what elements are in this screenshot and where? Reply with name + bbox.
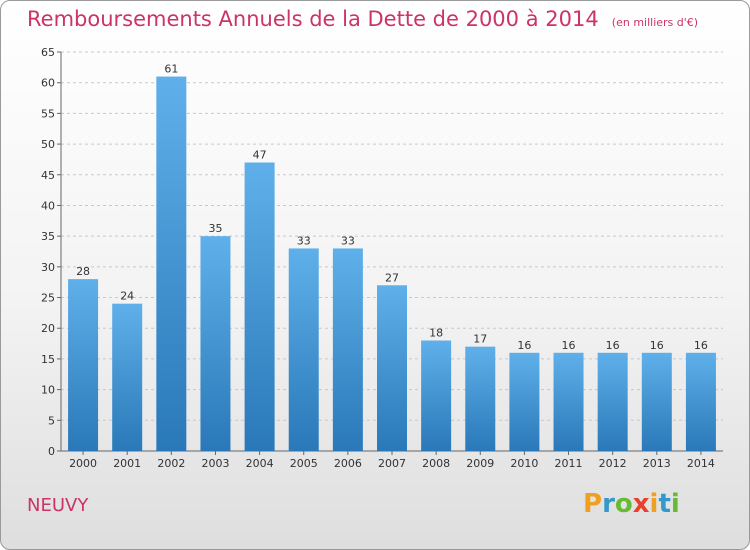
logo-letter: i	[670, 489, 680, 519]
y-tick-label: 65	[41, 46, 55, 59]
bar	[332, 248, 363, 451]
x-tick-label: 2005	[290, 457, 318, 470]
bar	[509, 352, 540, 451]
proxiti-logo: Proxiti	[583, 489, 680, 519]
bar	[156, 76, 187, 452]
y-tick-label: 10	[41, 384, 55, 397]
x-tick-label: 2014	[687, 457, 715, 470]
bar	[377, 285, 407, 451]
data-label: 17	[473, 333, 487, 346]
bar	[597, 352, 628, 451]
y-tick-label: 5	[48, 414, 55, 427]
data-label: 33	[341, 234, 355, 247]
data-label: 35	[208, 222, 222, 235]
bar	[200, 236, 231, 451]
y-tick-label: 25	[41, 292, 55, 305]
data-label: 16	[517, 339, 531, 352]
x-tick-label: 2001	[113, 457, 141, 470]
logo-letter: x	[632, 489, 650, 519]
data-label: 16	[650, 339, 664, 352]
y-tick-label: 0	[48, 445, 55, 458]
logo-letter: P	[583, 489, 603, 519]
x-tick-label: 2008	[422, 457, 450, 470]
bar	[244, 162, 275, 451]
y-tick-label: 30	[41, 261, 55, 274]
logo-letter: o	[614, 489, 633, 519]
x-tick-label: 2003	[201, 457, 229, 470]
x-tick-label: 2007	[378, 457, 406, 470]
x-tick-label: 2013	[643, 457, 671, 470]
y-tick-label: 40	[41, 199, 55, 212]
data-label: 16	[562, 339, 576, 352]
data-label: 47	[253, 148, 267, 161]
chart-title: Remboursements Annuels de la Dette de 20…	[27, 7, 599, 31]
x-tick-label: 2006	[334, 457, 362, 470]
data-label: 61	[164, 63, 178, 76]
y-tick-label: 45	[41, 169, 55, 182]
bar	[421, 340, 452, 451]
x-tick-label: 2002	[157, 457, 185, 470]
x-tick-label: 2010	[510, 457, 538, 470]
logo-letter: i	[649, 489, 659, 519]
commune-name: NEUVY	[27, 495, 89, 516]
data-label: 28	[76, 265, 90, 278]
logo-letter: t	[658, 489, 671, 519]
y-tick-label: 15	[41, 353, 55, 366]
chart-header: Remboursements Annuels de la Dette de 20…	[27, 7, 698, 31]
x-tick-label: 2000	[69, 457, 97, 470]
y-tick-label: 50	[41, 138, 55, 151]
data-label: 16	[606, 339, 620, 352]
bar	[288, 248, 319, 451]
bar	[68, 279, 99, 451]
bar	[112, 303, 143, 451]
data-label: 18	[429, 327, 443, 340]
x-tick-label: 2004	[246, 457, 274, 470]
data-label: 24	[120, 290, 134, 303]
data-label: 16	[694, 339, 708, 352]
logo-letter: r	[602, 489, 615, 519]
x-tick-label: 2009	[466, 457, 494, 470]
bar	[641, 352, 672, 451]
x-tick-label: 2011	[555, 457, 583, 470]
y-tick-label: 55	[41, 107, 55, 120]
y-tick-label: 20	[41, 322, 55, 335]
bar	[465, 346, 496, 451]
x-tick-label: 2012	[599, 457, 627, 470]
bar	[685, 352, 716, 451]
data-label: 33	[297, 234, 311, 247]
y-tick-label: 60	[41, 77, 55, 90]
y-tick-label: 35	[41, 230, 55, 243]
data-label: 27	[385, 271, 399, 284]
chart-subtitle: (en milliers d'€)	[611, 16, 699, 29]
bar	[553, 352, 584, 451]
